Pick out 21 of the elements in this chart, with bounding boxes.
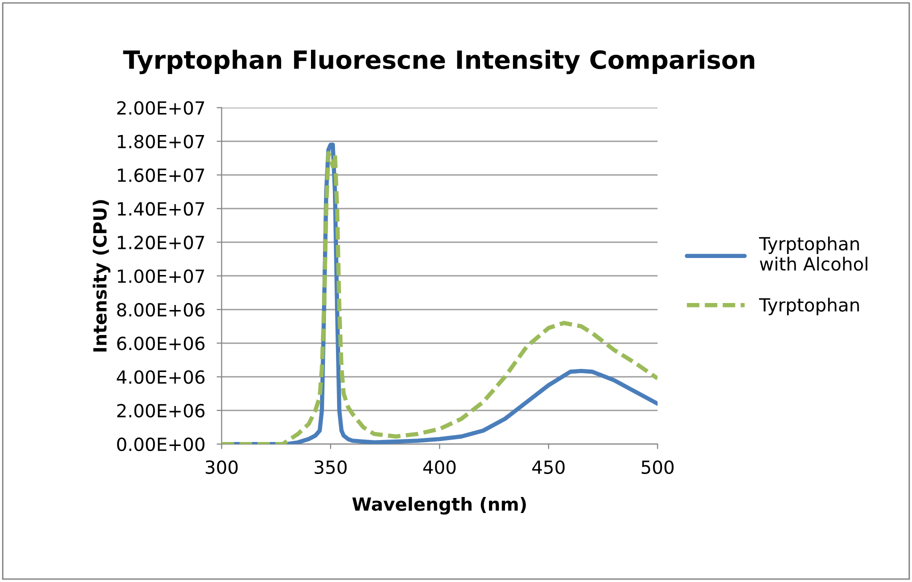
y-tick-label: 2.00E+06 xyxy=(117,404,205,418)
y-axis-title: Intensity (CPU) xyxy=(92,200,110,352)
x-tick-label: 500 xyxy=(642,460,674,474)
y-tick-label: 2.00E+07 xyxy=(117,101,204,115)
y-tick-label: 6.00E+06 xyxy=(117,336,205,350)
y-tick-label: 1.00E+07 xyxy=(118,269,204,283)
y-tick-label: 0.00E+00 xyxy=(117,438,204,452)
y-tick-label: 1.80E+07 xyxy=(118,134,204,148)
x-tick-label: 300 xyxy=(206,460,238,474)
legend-label: Tyrptophan xyxy=(759,298,859,316)
y-tick-label: 8.00E+06 xyxy=(117,302,205,317)
chart-title: Tyrptophan Fluorescne Intensity Comparison xyxy=(123,50,754,74)
y-tick-label: 1.40E+07 xyxy=(118,202,204,216)
y-tick-label: 1.20E+07 xyxy=(118,236,204,250)
y-tick-label: 1.60E+07 xyxy=(118,168,204,182)
x-axis-title: Wavelength (nm) xyxy=(352,496,526,515)
legend-label: Tyrptophan with Alcohol xyxy=(759,236,868,271)
y-tick-label: 4.00E+06 xyxy=(116,370,205,384)
x-tick-label: 350 xyxy=(314,460,347,474)
x-tick-label: 450 xyxy=(532,460,565,474)
x-tick-label: 400 xyxy=(423,460,456,474)
